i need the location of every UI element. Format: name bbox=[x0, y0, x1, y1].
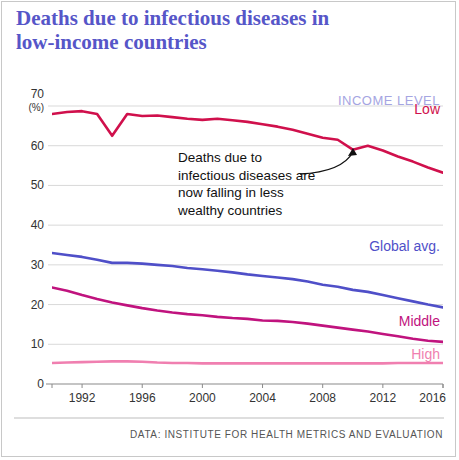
x-tick bbox=[202, 384, 203, 388]
grid-line bbox=[48, 264, 443, 265]
annotation: infectious diseases are bbox=[178, 168, 315, 183]
x-tick-label: 1992 bbox=[69, 391, 96, 405]
chart-svg: 0 10 20 30 40 50 60 70(%) 1992 1996 2000 2004 2008 20… bbox=[0, 0, 459, 460]
series-line bbox=[52, 361, 443, 363]
grid-line bbox=[48, 344, 443, 345]
y-tick-label: 40 bbox=[31, 218, 45, 232]
y-tick-label: 60 bbox=[31, 139, 45, 153]
legend-title: INCOME LEVEL bbox=[338, 93, 440, 108]
x-axis-line bbox=[46, 383, 443, 384]
x-tick bbox=[322, 384, 323, 388]
annotation-arrow bbox=[300, 152, 353, 174]
x-tick bbox=[142, 384, 143, 388]
grid-line bbox=[48, 145, 443, 146]
y-tick-label: 50 bbox=[31, 178, 45, 192]
plot-area bbox=[52, 111, 443, 363]
y-tick-label: 0 bbox=[37, 377, 44, 391]
x-tick-label: 2000 bbox=[189, 391, 216, 405]
y-unit: (%) bbox=[28, 102, 44, 113]
series-line bbox=[52, 253, 443, 307]
source-rule bbox=[14, 418, 444, 419]
x-tick-label: 2016 bbox=[419, 391, 446, 405]
x-tick bbox=[262, 384, 263, 388]
title: Deaths due to infectious diseases in low… bbox=[16, 6, 361, 54]
x-tick-label: 2012 bbox=[369, 391, 396, 405]
annotation: now falling in less bbox=[178, 185, 284, 200]
series-label: High bbox=[411, 346, 440, 362]
y-tick-label: 30 bbox=[31, 258, 45, 272]
chart-root: Deaths due to infectious diseases in low… bbox=[0, 0, 459, 460]
annotation-arrowhead bbox=[348, 148, 357, 156]
x-tick-label: 2004 bbox=[249, 391, 276, 405]
x-axis-start bbox=[52, 384, 53, 388]
grid-line bbox=[48, 225, 443, 226]
x-tick bbox=[82, 384, 83, 388]
y-tick-label: 20 bbox=[31, 298, 45, 312]
annotation: wealthy countries bbox=[177, 203, 283, 218]
y-tick-label: 10 bbox=[31, 337, 45, 351]
x-tick-label: 2008 bbox=[309, 391, 336, 405]
annotation: Deaths due to bbox=[178, 150, 262, 165]
x-axis-end bbox=[443, 384, 444, 388]
source: DATA: INSTITUTE FOR HEALTH METRICS AND E… bbox=[130, 429, 443, 440]
x-tick bbox=[443, 384, 444, 388]
grid-line bbox=[48, 304, 443, 305]
series-label: Global avg. bbox=[369, 238, 440, 254]
frame bbox=[1, 1, 456, 457]
x-tick-label: 1996 bbox=[129, 391, 156, 405]
series-line bbox=[52, 111, 443, 173]
x-tick bbox=[382, 384, 383, 388]
series-label: Middle bbox=[399, 313, 440, 329]
y-tick-label: 70 bbox=[31, 87, 45, 101]
